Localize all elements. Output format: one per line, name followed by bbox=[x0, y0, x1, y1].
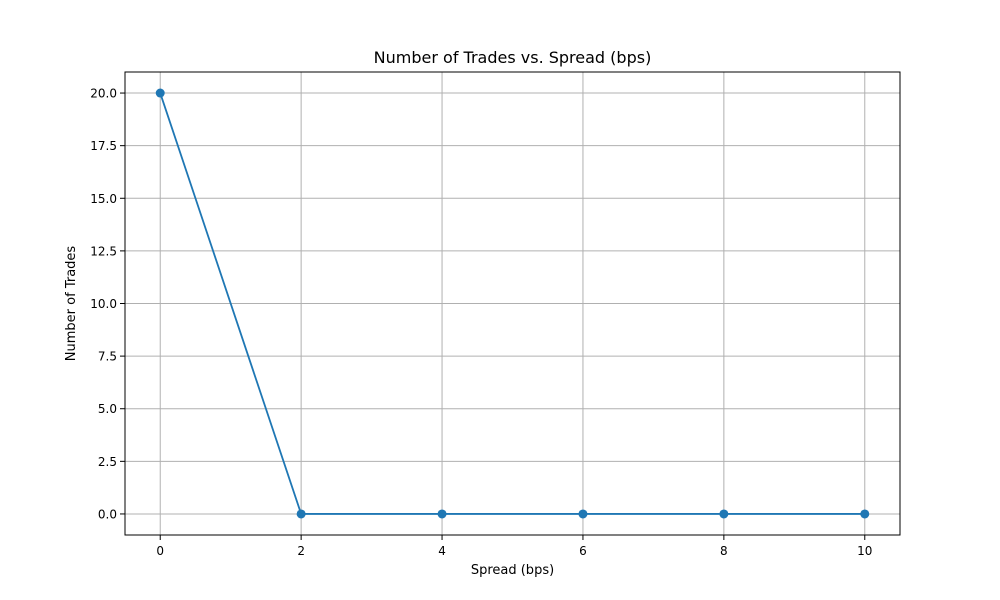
ticks: 0 2 4 6 8 10 0.0 2.5 5.0 7.5 10.0 12.5 15.0 17.5 20.0 bbox=[90, 87, 872, 558]
y-tick-label: 20.0 bbox=[90, 87, 117, 101]
x-axis-label: Spread (bps) bbox=[471, 563, 554, 578]
data-point bbox=[155, 88, 165, 98]
y-tick-label: 17.5 bbox=[90, 139, 117, 153]
x-tick-label: 10 bbox=[857, 544, 872, 558]
x-tick-label: 8 bbox=[720, 544, 728, 558]
x-tick-label: 4 bbox=[438, 544, 446, 558]
y-tick-label: 10.0 bbox=[90, 297, 117, 311]
series-layer bbox=[155, 88, 870, 519]
x-tick-label: 0 bbox=[156, 544, 164, 558]
x-tick-label: 6 bbox=[579, 544, 587, 558]
y-tick-label: 7.5 bbox=[98, 350, 117, 364]
y-tick-label: 15.0 bbox=[90, 192, 117, 206]
y-tick-label: 2.5 bbox=[98, 455, 117, 469]
y-tick-label: 0.0 bbox=[98, 507, 117, 521]
series-line bbox=[159, 92, 865, 515]
data-point bbox=[437, 509, 447, 519]
x-tick-label: 2 bbox=[297, 544, 305, 558]
data-point bbox=[860, 509, 870, 519]
y-tick-label: 5.0 bbox=[98, 402, 117, 416]
y-axis-label: Number of Trades bbox=[64, 246, 79, 362]
data-point bbox=[296, 509, 306, 519]
chart-title: Number of Trades vs. Spread (bps) bbox=[374, 48, 652, 67]
data-point bbox=[578, 509, 588, 519]
grid bbox=[125, 72, 900, 535]
data-point bbox=[719, 509, 729, 519]
y-tick-label: 12.5 bbox=[90, 244, 117, 258]
